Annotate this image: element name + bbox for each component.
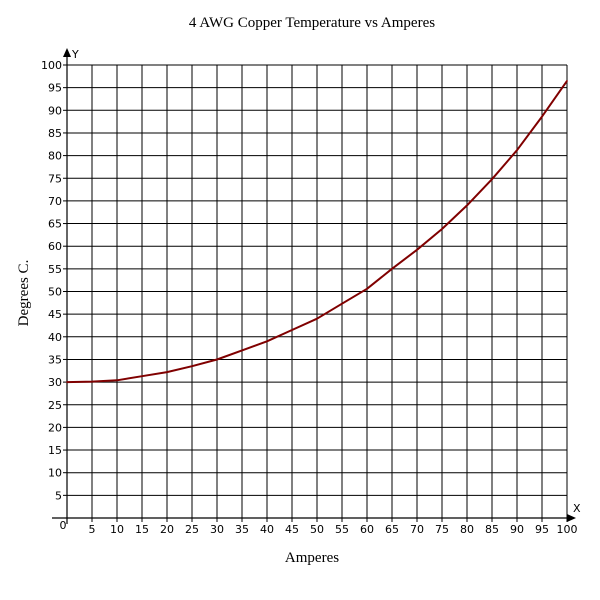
y-tick-label: 80	[48, 150, 62, 163]
data-point	[316, 317, 318, 320]
y-axis-arrow-icon	[63, 48, 71, 57]
data-point	[116, 379, 118, 382]
series-layer	[66, 80, 568, 384]
x-tick-label: 40	[260, 523, 274, 536]
data-point	[341, 302, 343, 305]
y-tick-label: 95	[48, 82, 62, 95]
y-tick-label: 90	[48, 104, 62, 117]
data-point	[166, 371, 168, 373]
y-axis-marker: Y	[71, 48, 79, 61]
y-tick-label: 15	[48, 444, 62, 457]
y-tick-label: 70	[48, 195, 62, 208]
x-tick-label: 45	[285, 523, 299, 536]
x-axis-arrow-icon	[567, 514, 576, 522]
y-tick-label: 40	[48, 331, 62, 344]
x-axis-marker: X	[573, 502, 581, 515]
x-tick-label: 50	[310, 523, 324, 536]
y-tick-label: 35	[48, 353, 62, 366]
x-tick-label: 65	[385, 523, 399, 536]
x-tick-label: 100	[557, 523, 578, 536]
x-tick-label: 55	[335, 523, 349, 536]
data-point	[66, 381, 68, 383]
grid	[67, 64, 568, 518]
data-point	[466, 204, 468, 207]
x-tick-label: 5	[89, 523, 96, 536]
y-tick-label: 60	[48, 240, 62, 253]
y-tick-label: 5	[55, 489, 62, 502]
data-point	[416, 249, 418, 251]
y-tick-label: 30	[48, 376, 62, 389]
data-point	[191, 365, 193, 368]
x-tick-label: 70	[410, 523, 424, 536]
data-point	[141, 375, 143, 378]
x-axis-label: Amperes	[285, 550, 339, 566]
y-tick-label: 10	[48, 467, 62, 480]
data-point	[291, 329, 293, 331]
data-point	[541, 115, 543, 118]
x-tick-label: 35	[235, 523, 249, 536]
x-tick-label: 15	[135, 523, 149, 536]
y-tick-label: 20	[48, 421, 62, 434]
x-tick-labels: 5 10 15 20 25 30 35 40 45 50 55 60 65 70 75 80 85 90 95 100	[89, 523, 578, 536]
x-tick-label: 90	[510, 523, 524, 536]
x-tick-label: 80	[460, 523, 474, 536]
y-tick-label: 45	[48, 308, 62, 321]
axes	[52, 48, 576, 524]
chart-title: 4 AWG Copper Temperature vs Amperes	[189, 15, 435, 31]
y-tick-label: 55	[48, 263, 62, 276]
data-point	[266, 340, 268, 343]
x-tick-label: 20	[160, 523, 174, 536]
y-axis-label: Degrees C.	[16, 260, 32, 327]
data-point	[516, 149, 518, 151]
x-tick-label: 95	[535, 523, 549, 536]
y-tick-label: 25	[48, 399, 62, 412]
y-tick-label: 100	[41, 59, 62, 72]
data-point	[216, 358, 218, 361]
data-point	[491, 178, 493, 180]
x-tick-label: 85	[485, 523, 499, 536]
x-tick-label: 75	[435, 523, 449, 536]
data-point	[566, 80, 568, 82]
x-tick-label: 25	[185, 523, 199, 536]
x-tick-label: 60	[360, 523, 374, 536]
x-tick-label: 10	[110, 523, 124, 536]
data-point	[441, 228, 443, 230]
data-point	[366, 287, 368, 290]
data-point	[391, 268, 393, 270]
y-tick-label: 50	[48, 286, 62, 299]
y-tick-label: 75	[48, 172, 62, 185]
y-tick-label: 85	[48, 127, 62, 140]
x-tick-label: 30	[210, 523, 224, 536]
y-tick-label: 65	[48, 218, 62, 231]
origin-label: 0	[60, 519, 67, 532]
y-tick-labels: 5 10 15 20 25 30 35 40 45 50 55 60 65 70 75 80 85 90 95 100	[41, 59, 62, 502]
data-point	[241, 349, 243, 352]
data-point	[91, 380, 93, 383]
